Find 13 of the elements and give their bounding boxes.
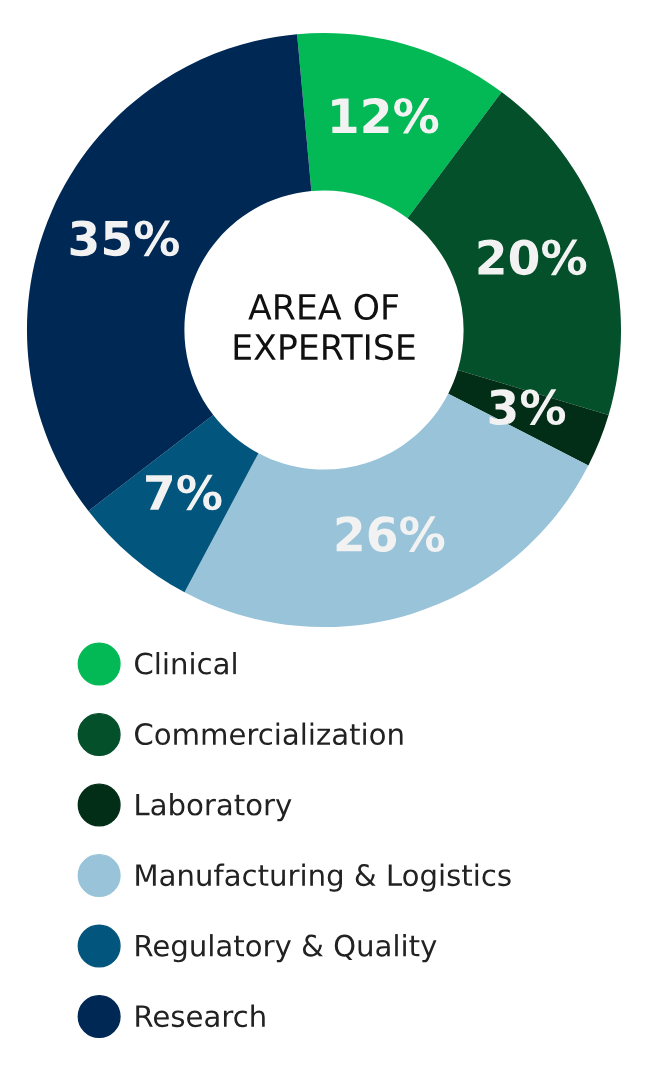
legend-label: Manufacturing & Logistics	[136, 863, 511, 892]
legend-label: Regulatory & Quality	[136, 934, 437, 963]
legend-label: Clinical	[135, 652, 236, 675]
data-label: 7%	[146, 474, 222, 511]
data-label: 12%	[332, 97, 439, 134]
text: AREA OF EXPERTISE	[234, 293, 415, 361]
legend-label: Laboratory	[136, 793, 292, 822]
data-label: 35%	[70, 220, 180, 257]
data-label: 20%	[478, 239, 587, 276]
data-label: 26%	[336, 516, 445, 552]
data-label: 3%	[489, 389, 566, 426]
legend-label: Research	[136, 1004, 265, 1028]
legend-label: Commercialization	[135, 722, 403, 746]
